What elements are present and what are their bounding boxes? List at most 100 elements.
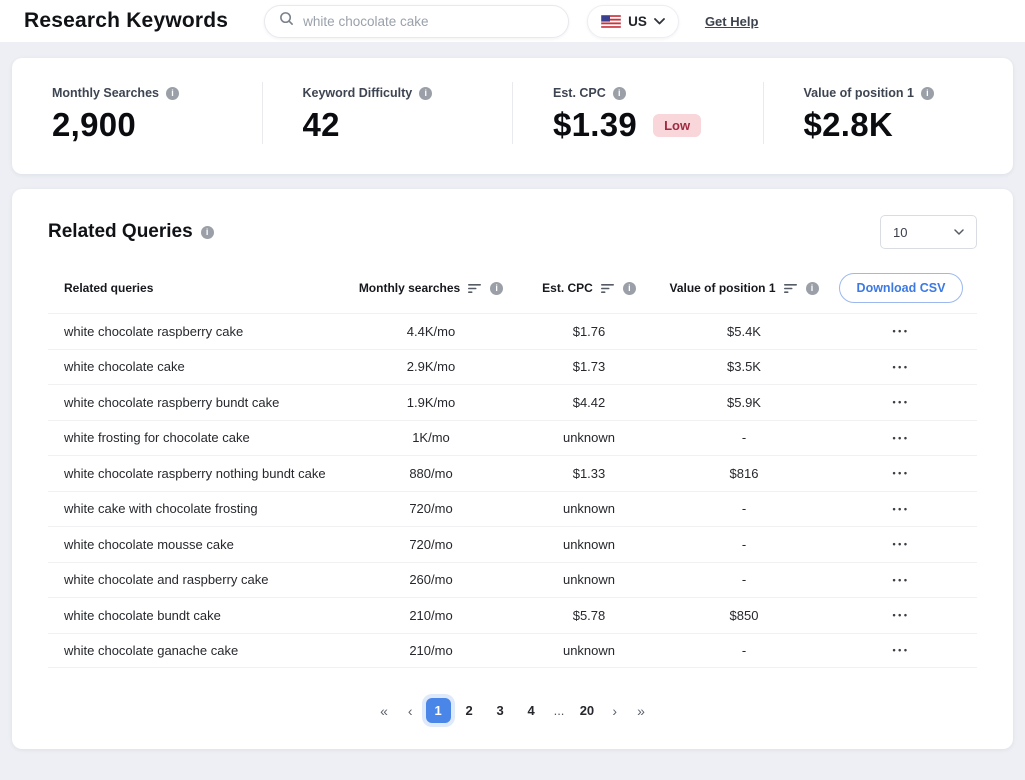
est-cpc-cell: $1.33 (572, 465, 606, 481)
page-button-1[interactable]: 1 (425, 698, 451, 723)
row-actions-menu-button[interactable]: ••• (885, 606, 918, 624)
related-queries-title: Related Queries (48, 221, 193, 242)
query-cell: white chocolate bundt cake (64, 607, 221, 623)
table-header-row: Related queries Monthly searches i Est. … (48, 263, 977, 313)
query-cell: white chocolate ganache cake (64, 642, 239, 658)
est-cpc-cell: $5.78 (572, 607, 606, 623)
value-of-position-1-cell: - (741, 501, 747, 517)
monthly-searches-cell: 4.4K/mo (406, 323, 456, 339)
page-size-select[interactable]: 10 (880, 215, 977, 249)
column-header-est-cpc: Est. CPC i (515, 281, 663, 295)
row-actions-menu-button[interactable]: ••• (885, 393, 918, 411)
est-cpc-cell: $1.76 (572, 323, 606, 339)
stat-value: 2,900 (52, 106, 137, 143)
stat-monthly-searches: Monthly Searches i 2,900 (12, 82, 262, 144)
sort-icon[interactable] (783, 283, 798, 294)
stat-value: 42 (302, 106, 340, 143)
info-icon[interactable]: i (920, 86, 934, 100)
table-row[interactable]: white chocolate raspberry cake 4.4K/mo $… (48, 313, 977, 349)
value-of-position-1-cell: $816 (729, 465, 759, 481)
search-input[interactable] (303, 13, 555, 29)
page-button-2[interactable]: 2 (465, 703, 473, 718)
stat-est-cpc: Est. CPC i $1.39 Low (512, 82, 763, 144)
country-selector[interactable]: US (587, 4, 679, 38)
row-actions-menu-button[interactable]: ••• (885, 358, 918, 376)
top-bar: Research Keywords US (0, 0, 1025, 42)
keyword-search-box[interactable] (264, 4, 570, 38)
est-cpc-cell: unknown (562, 536, 616, 552)
est-cpc-cell: unknown (562, 572, 616, 588)
get-help-link[interactable]: Get Help (704, 13, 759, 29)
table-row[interactable]: white cake with chocolate frosting 720/m… (48, 490, 977, 527)
table-row[interactable]: white chocolate raspberry nothing bundt … (48, 455, 977, 491)
column-label: Value of position 1 (669, 281, 776, 295)
us-flag-icon (601, 14, 622, 28)
monthly-searches-cell: 210/mo (409, 607, 453, 623)
country-code-label: US (628, 13, 647, 29)
table-row[interactable]: white chocolate ganache cake 210/mo unkn… (48, 632, 977, 668)
row-actions-menu-button[interactable]: ••• (885, 535, 918, 553)
page-button-3[interactable]: 3 (496, 703, 504, 718)
value-of-position-1-cell: - (741, 642, 747, 658)
row-actions-menu-button[interactable]: ••• (885, 641, 918, 659)
pagination-last-button[interactable]: » (630, 701, 652, 721)
row-actions-menu-button[interactable]: ••• (885, 571, 918, 589)
query-cell: white cake with chocolate frosting (64, 501, 258, 517)
query-cell: white chocolate cake (64, 359, 185, 375)
value-of-position-1-cell: - (741, 430, 747, 446)
row-actions-menu-button[interactable]: ••• (885, 322, 918, 340)
row-actions-menu-button[interactable]: ••• (885, 464, 918, 482)
info-icon[interactable]: i (165, 86, 179, 100)
pagination-ellipsis: ... (553, 703, 565, 718)
table-row[interactable]: white chocolate bundt cake 210/mo $5.78 … (48, 597, 977, 633)
row-actions-menu-button[interactable]: ••• (885, 429, 918, 447)
info-icon[interactable]: i (805, 281, 819, 295)
est-cpc-cell: unknown (562, 430, 616, 446)
stat-label: Keyword Difficulty (302, 86, 413, 100)
chevron-down-icon (954, 229, 964, 235)
keyword-stats-card: Monthly Searches i 2,900 Keyword Difficu… (12, 58, 1013, 174)
info-icon[interactable]: i (419, 86, 433, 100)
stat-label: Est. CPC (553, 86, 606, 100)
stat-label: Value of position 1 (803, 86, 914, 100)
related-queries-card: Related Queries i 10 Related queries Mon… (12, 189, 1013, 749)
query-cell: white chocolate mousse cake (64, 536, 234, 552)
query-cell: white chocolate raspberry bundt cake (64, 394, 280, 410)
info-icon[interactable]: i (612, 86, 626, 100)
est-cpc-cell: unknown (562, 642, 616, 658)
monthly-searches-cell: 720/mo (409, 536, 453, 552)
column-label: Monthly searches (358, 281, 461, 295)
info-icon[interactable]: i (490, 281, 504, 295)
query-cell: white chocolate raspberry nothing bundt … (64, 465, 326, 481)
page-size-value: 10 (893, 224, 908, 240)
table-row[interactable]: white chocolate and raspberry cake 260/m… (48, 561, 977, 598)
page-button-4[interactable]: 4 (527, 703, 535, 718)
pagination-next-button[interactable]: › (605, 701, 624, 721)
stat-value-of-position-1: Value of position 1 i $2.8K (762, 82, 1014, 144)
search-icon (279, 11, 294, 31)
table-row[interactable]: white frosting for chocolate cake 1K/mo … (48, 419, 977, 456)
pagination-pages: 1 2 3 4... 20 (425, 698, 600, 723)
column-header-related-queries: Related queries (64, 281, 154, 295)
monthly-searches-cell: 1K/mo (412, 430, 450, 446)
table-row[interactable]: white chocolate cake 2.9K/mo $1.73 $3.5K… (48, 348, 977, 385)
download-csv-button[interactable]: Download CSV (838, 273, 964, 303)
info-icon[interactable]: i (200, 225, 214, 239)
table-row[interactable]: white chocolate raspberry bundt cake 1.9… (48, 384, 977, 420)
cpc-low-badge: Low (653, 113, 702, 137)
table-row[interactable]: white chocolate mousse cake 720/mo unkno… (48, 526, 977, 562)
pagination-prev-button[interactable]: ‹ (401, 701, 420, 721)
stat-value: $2.8K (803, 106, 894, 143)
est-cpc-cell: unknown (562, 501, 616, 517)
row-actions-menu-button[interactable]: ••• (885, 500, 918, 518)
monthly-searches-cell: 1.9K/mo (406, 394, 456, 410)
query-cell: white chocolate raspberry cake (64, 323, 244, 339)
pagination-first-button[interactable]: « (373, 701, 395, 721)
pagination: « ‹ 1 2 3 4... 20 › » (48, 698, 977, 723)
value-of-position-1-cell: $850 (729, 607, 759, 623)
monthly-searches-cell: 880/mo (409, 465, 453, 481)
sort-icon[interactable] (600, 283, 615, 294)
sort-icon[interactable] (468, 283, 482, 294)
info-icon[interactable]: i (622, 281, 636, 295)
page-button-20[interactable]: 20 (579, 703, 595, 718)
